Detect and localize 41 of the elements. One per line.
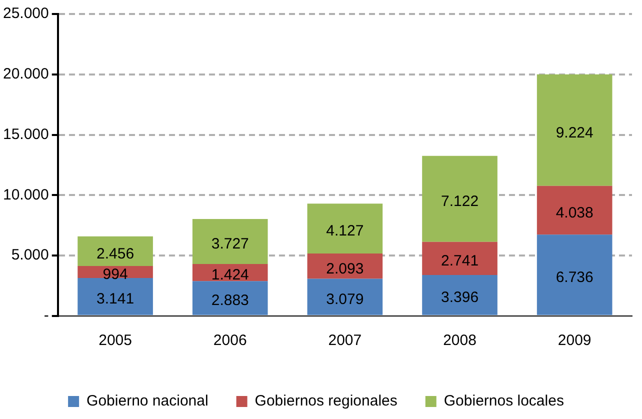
x-tick-label: 2007 [328,332,362,350]
bar [307,204,383,254]
x-tick-label: 2006 [213,332,247,350]
y-tick-label: 15.000 [2,126,49,143]
data-label: 3.141 [96,290,134,308]
legend-label: Gobiernos locales [444,392,564,410]
data-label: 7.122 [440,192,479,210]
x-tick-label: 2009 [558,332,592,350]
y-tick-label: 25.000 [2,5,49,22]
bar [78,278,153,315]
data-label: 2.883 [211,292,249,310]
x-tick-label: 2008 [443,332,476,350]
data-label: 3.727 [211,236,249,253]
data-label: 3.079 [326,291,364,308]
bar [536,74,612,186]
data-label: 1.424 [211,266,249,284]
data-label: 9.224 [556,124,594,142]
y-tick-label: - [44,307,49,324]
bar [422,274,498,315]
y-tick-label: 20.000 [2,66,49,83]
bar [536,234,612,315]
data-label: 2.093 [326,260,364,278]
bar [422,156,498,242]
bar [192,281,268,315]
data-label: 2.741 [440,252,479,270]
legend-label: Gobiernos regionales [254,392,398,410]
bar [422,242,498,275]
y-tick-label: 5.000 [11,246,49,264]
bar [307,254,383,279]
data-label: 3.396 [440,289,479,306]
y-tick-label: 10.000 [2,186,49,204]
bar [307,278,383,315]
bar [192,218,268,264]
legend-label: Gobierno nacional [86,392,208,410]
bar [78,236,153,266]
data-label: 2.456 [96,245,134,262]
x-tick-label: 2005 [98,332,132,350]
data-label: 4.127 [326,222,364,240]
data-label: 6.736 [556,268,594,286]
bar [536,186,612,235]
data-label: 4.038 [556,204,594,222]
